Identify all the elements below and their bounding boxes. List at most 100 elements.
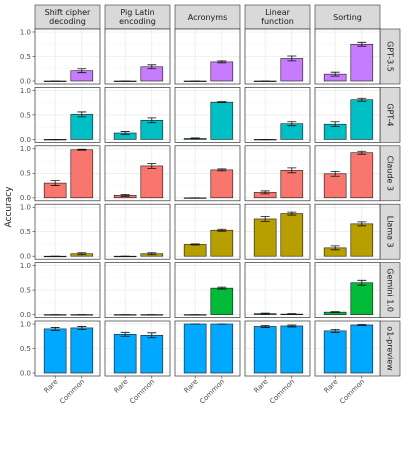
- error-bar-gpt-3-5-linear-function-common: [287, 55, 297, 62]
- bar-o1-preview-sorting-rare: [323, 330, 347, 374]
- error-bar-claude-3-pig-latin-encoding-common: [147, 163, 157, 169]
- error-bar-o1-preview-shift-cipher-decoding-common: [77, 326, 87, 330]
- strip-label-linear-function: Linear function: [261, 8, 294, 26]
- bar-o1-preview-pig-latin-encoding-common: [140, 334, 164, 374]
- y-tick-label: 1.0: [20, 204, 31, 212]
- error-bar-gpt-3-5-acronyms-common: [217, 60, 227, 64]
- error-bar-claude-3-pig-latin-encoding-rare: [120, 193, 130, 197]
- y-tick-label: 1.0: [20, 262, 31, 270]
- x-tick-label-rare: Rare: [183, 378, 200, 395]
- bar-gemini-1-0-sorting-common: [350, 282, 374, 315]
- error-bar-o1-preview-pig-latin-encoding-common: [147, 332, 157, 339]
- strip-label-claude-3: Claude 3: [386, 156, 395, 191]
- bar-claude-3-sorting-common: [350, 152, 374, 199]
- panel-border: [174, 203, 241, 260]
- y-tick-label: 0.5: [20, 111, 31, 119]
- panel-border: [244, 145, 311, 202]
- x-tick-label-rare: Rare: [253, 378, 270, 395]
- panel-border: [104, 203, 171, 260]
- strip-label-acronyms: Acronyms: [188, 13, 228, 22]
- panel-border: [174, 87, 241, 143]
- error-bar-claude-3-sorting-rare: [330, 170, 340, 177]
- x-tick-label-common: Common: [128, 378, 156, 406]
- panel-border: [314, 262, 381, 318]
- panel-border: [104, 262, 171, 318]
- y-tick-label: 0.5: [20, 287, 31, 295]
- error-bar-o1-preview-sorting-rare: [330, 328, 340, 333]
- panel-border: [174, 28, 241, 85]
- error-bar-claude-3-shift-cipher-decoding-common: [77, 148, 87, 151]
- bar-claude-3-shift-cipher-decoding-common: [70, 149, 94, 199]
- panel-border: [314, 28, 381, 85]
- bar-claude-3-pig-latin-encoding-common: [140, 165, 164, 199]
- error-bar-gpt-4-sorting-rare: [330, 121, 340, 128]
- strip-shift-cipher-decoding: [34, 4, 101, 30]
- bar-o1-preview-linear-function-rare: [253, 326, 277, 374]
- strip-label-gemini-1-0: Gemini 1.0: [386, 268, 395, 312]
- error-bar-llama-3-acronyms-rare: [190, 243, 200, 246]
- error-bar-o1-preview-sorting-common: [357, 324, 367, 326]
- panel-border: [244, 320, 311, 377]
- bar-gpt-4-pig-latin-encoding-common: [140, 119, 164, 140]
- error-bar-gemini-1-0-linear-function-common: [287, 313, 297, 315]
- bar-gpt-3-5-sorting-common: [350, 43, 374, 82]
- y-tick-label: 0.5: [20, 170, 31, 178]
- bar-llama-3-acronyms-common: [210, 229, 234, 257]
- error-bar-llama-3-acronyms-common: [217, 228, 227, 232]
- bar-claude-3-acronyms-common: [210, 169, 234, 199]
- y-axis-label: Accuracy: [4, 186, 14, 228]
- error-bar-claude-3-acronyms-common: [217, 168, 227, 172]
- bar-o1-preview-shift-cipher-decoding-common: [70, 327, 94, 374]
- error-bar-gemini-1-0-sorting-common: [357, 279, 367, 286]
- x-tick-label-rare: Rare: [323, 378, 340, 395]
- panel-border: [174, 145, 241, 202]
- bar-llama-3-sorting-common: [350, 223, 374, 257]
- error-bar-gpt-4-linear-function-common: [287, 121, 297, 127]
- bar-o1-preview-sorting-common: [350, 324, 374, 374]
- y-tick-label: 1.0: [20, 145, 31, 153]
- error-bar-gpt-3-5-sorting-common: [357, 41, 367, 47]
- error-bar-gpt-4-pig-latin-encoding-rare: [120, 131, 130, 135]
- error-bar-gpt-4-shift-cipher-decoding-common: [77, 111, 87, 118]
- panel-border: [244, 87, 311, 143]
- strip-label-o1-preview: o1-preview: [386, 326, 395, 371]
- panel-border: [104, 145, 171, 202]
- y-tick-label: 0.0: [20, 311, 31, 319]
- error-bar-gpt-3-5-pig-latin-encoding-common: [147, 64, 157, 70]
- error-bar-llama-3-shift-cipher-decoding-common: [77, 252, 87, 256]
- error-bar-gpt-4-acronyms-common: [217, 101, 227, 104]
- y-tick-label: 0.5: [20, 345, 31, 353]
- bar-o1-preview-acronyms-common: [210, 323, 234, 374]
- y-tick-label: 0.5: [20, 53, 31, 61]
- strip-label-sorting: Sorting: [333, 13, 362, 22]
- bar-gpt-3-5-acronyms-common: [210, 61, 234, 82]
- panel-border: [174, 262, 241, 318]
- bar-o1-preview-acronyms-rare: [183, 323, 207, 374]
- strip-pig-latin-encoding: [104, 4, 171, 30]
- error-bar-gpt-4-acronyms-rare: [190, 137, 200, 140]
- strip-label-shift-cipher-decoding: Shift cipher decoding: [45, 8, 91, 26]
- strip-label-gpt-4: GPT-4: [386, 103, 395, 126]
- error-bar-o1-preview-shift-cipher-decoding-rare: [50, 327, 60, 331]
- panel-border: [314, 87, 381, 143]
- strip-label-llama-3: Llama 3: [386, 216, 395, 248]
- bar-gpt-3-5-linear-function-common: [280, 58, 304, 82]
- panel-border: [244, 28, 311, 85]
- error-bar-gemini-1-0-sorting-rare: [330, 311, 340, 314]
- error-bar-claude-3-sorting-common: [357, 150, 367, 155]
- error-bar-claude-3-linear-function-rare: [260, 190, 270, 195]
- y-tick-label: 0.0: [20, 369, 31, 377]
- y-tick-label: 0.0: [20, 253, 31, 261]
- x-tick-label-rare: Rare: [43, 378, 60, 395]
- error-bar-gpt-3-5-sorting-rare: [330, 71, 340, 77]
- panel-border: [174, 320, 241, 377]
- panel-border: [244, 262, 311, 318]
- bar-gemini-1-0-acronyms-common: [210, 287, 234, 315]
- strip-label-gpt-3-5: GPT-3.5: [386, 41, 395, 72]
- error-bar-gpt-3-5-shift-cipher-decoding-common: [77, 68, 87, 74]
- bar-llama-3-linear-function-common: [280, 213, 304, 257]
- error-bar-gpt-4-sorting-common: [357, 97, 367, 102]
- y-tick-label: 1.0: [20, 320, 31, 328]
- y-tick-label: 0.0: [20, 136, 31, 144]
